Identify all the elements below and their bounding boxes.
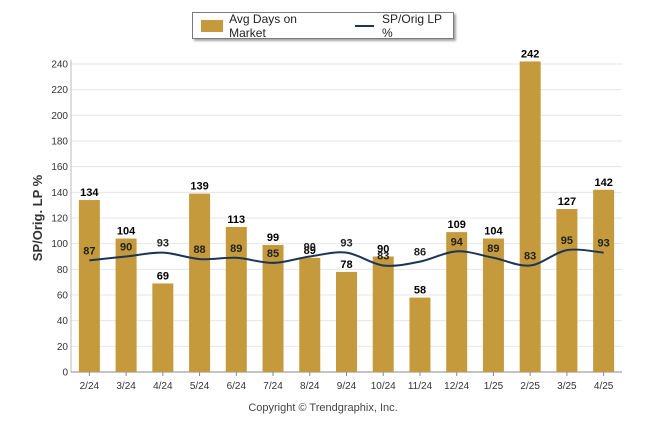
bar xyxy=(409,297,431,372)
x-tick-label: 11/24 xyxy=(408,381,433,392)
line-series-sp-orig-lp xyxy=(89,248,604,267)
bar xyxy=(372,256,394,372)
line-value-label: 90 xyxy=(120,242,132,254)
y-tick-label: 160 xyxy=(51,162,68,173)
y-tick-label: 20 xyxy=(57,342,69,353)
bar-value-label: 58 xyxy=(414,285,426,297)
legend-line-label: SP/Orig LP % xyxy=(382,11,442,40)
x-tick-label: 8/24 xyxy=(300,381,320,392)
y-tick-label: 200 xyxy=(51,111,68,122)
bar xyxy=(262,244,284,372)
y-tick-label: 100 xyxy=(51,239,68,250)
line-value-label: 95 xyxy=(561,235,573,247)
y-tick-label: 60 xyxy=(57,291,69,302)
legend-bar-label: Avg Days on Market xyxy=(229,11,297,40)
bar-value-label: 104 xyxy=(117,226,136,238)
bar-value-label: 142 xyxy=(594,177,612,189)
y-tick-label: 120 xyxy=(51,214,68,225)
copyright-text: Copyright © Trendgraphix, Inc. xyxy=(248,402,398,414)
bar-value-label: 134 xyxy=(80,187,99,199)
bar xyxy=(152,283,174,372)
y-tick-label: 40 xyxy=(57,316,69,327)
bar-value-label: 127 xyxy=(558,196,576,208)
bar-value-label: 139 xyxy=(190,181,208,193)
bar-value-label: 242 xyxy=(521,48,539,60)
y-tick-label: 180 xyxy=(51,137,68,148)
line-value-label: 93 xyxy=(340,238,352,250)
bar-value-label: 109 xyxy=(448,219,466,231)
line-value-label: 86 xyxy=(414,247,426,259)
line-value-label: 94 xyxy=(451,236,464,248)
line-value-label: 88 xyxy=(193,244,205,256)
x-tick-label: 2/24 xyxy=(80,381,100,392)
x-tick-label: 4/25 xyxy=(594,381,614,392)
y-tick-label: 220 xyxy=(51,85,68,96)
x-tick-label: 7/24 xyxy=(263,381,283,392)
x-tick-label: 10/24 xyxy=(371,381,396,392)
line-value-label: 93 xyxy=(157,238,169,250)
line-value-label: 89 xyxy=(487,243,499,255)
bar xyxy=(189,193,211,372)
bar xyxy=(519,61,541,372)
legend-line-swatch xyxy=(354,24,375,27)
line-value-label: 93 xyxy=(598,238,610,250)
legend: Avg Days on Market SP/Orig LP % xyxy=(192,11,454,40)
x-tick-label: 4/24 xyxy=(153,381,173,392)
bar-value-label: 99 xyxy=(267,232,279,244)
bar-value-label: 78 xyxy=(340,259,352,271)
bar xyxy=(556,209,578,372)
line-value-label: 87 xyxy=(83,245,95,257)
line-value-label: 83 xyxy=(524,250,536,262)
y-tick-label: 240 xyxy=(51,60,68,71)
bar-value-label: 104 xyxy=(484,226,503,238)
bar xyxy=(115,238,137,372)
x-tick-label: 3/24 xyxy=(116,381,136,392)
x-tick-label: 5/24 xyxy=(190,381,210,392)
y-tick-label: 80 xyxy=(57,265,69,276)
x-tick-label: 1/25 xyxy=(484,381,504,392)
bar xyxy=(336,271,357,372)
bar-value-label: 113 xyxy=(227,214,245,226)
line-value-label: 90 xyxy=(304,242,316,254)
y-axis-label: SP/Orig. LP % xyxy=(30,174,45,261)
x-tick-label: 12/24 xyxy=(444,381,469,392)
bar xyxy=(78,200,100,372)
x-tick-label: 3/25 xyxy=(557,381,577,392)
bar-value-label: 89 xyxy=(304,245,316,257)
bar xyxy=(482,238,504,372)
y-tick-label: 0 xyxy=(62,368,68,379)
bar xyxy=(593,189,615,372)
x-tick-label: 2/25 xyxy=(520,381,540,392)
line-value-label: 83 xyxy=(377,250,389,262)
bar xyxy=(446,232,468,372)
x-tick-label: 9/24 xyxy=(337,381,357,392)
bar xyxy=(225,226,247,372)
line-value-label: 89 xyxy=(230,243,242,255)
x-tick-label: 6/24 xyxy=(227,381,247,392)
line-value-label: 85 xyxy=(267,248,279,260)
y-tick-label: 140 xyxy=(51,188,68,199)
bar-value-label: 90 xyxy=(377,244,389,256)
legend-bar-swatch xyxy=(201,19,224,32)
bar-value-label: 69 xyxy=(157,270,169,282)
bar xyxy=(299,257,321,372)
